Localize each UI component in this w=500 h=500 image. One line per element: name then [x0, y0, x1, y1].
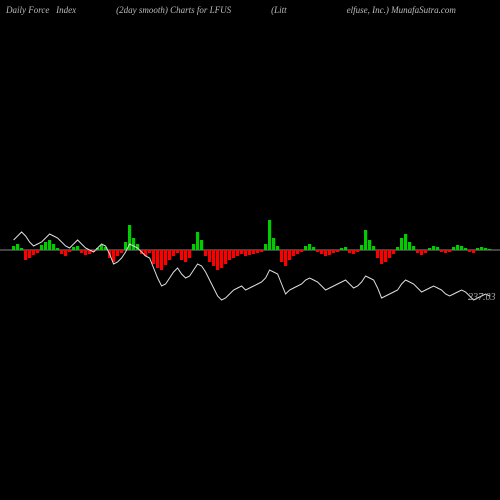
plot-area: 237.03 [0, 0, 500, 500]
force-index-chart: Daily Force Index (2day smooth) Charts f… [0, 0, 500, 500]
svg-text:237.03: 237.03 [468, 292, 496, 303]
